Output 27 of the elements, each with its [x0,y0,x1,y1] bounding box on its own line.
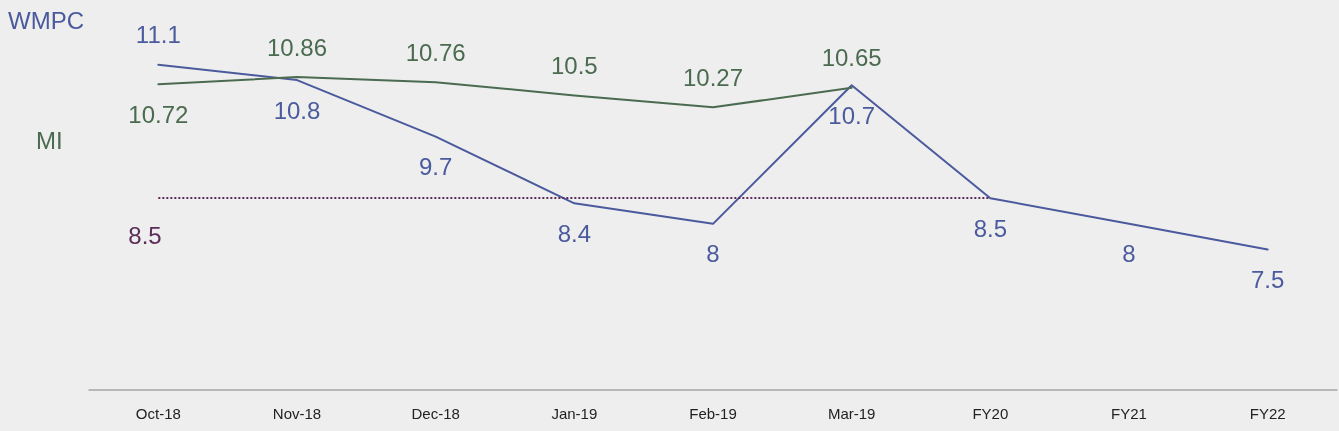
data-label: 10.65 [821,44,882,72]
data-label: 9.7 [418,153,453,181]
data-label: 11.1 [135,21,181,49]
data-label: 10.8 [273,96,321,124]
data-label: 10.72 [128,100,189,128]
data-label: 10.27 [682,63,744,91]
text: MI [36,126,63,154]
ref-line-label: 8.5 [128,221,162,249]
data-label: 8.5 [973,214,1008,242]
x-tick-label: Feb-19 [689,405,737,422]
data-label: 8.4 [557,219,592,247]
data-label: 10.76 [405,38,466,66]
x-tick-label: Mar-19 [827,405,876,422]
x-tick-label: Jan-19 [551,405,598,422]
x-tick-label: Oct-18 [135,405,181,422]
text: WMPC [8,6,84,34]
x-tick-label: FY21 [1111,405,1147,422]
data-label: 10.86 [266,33,328,61]
data-label: 7.5 [1250,266,1285,294]
data-label: 10.5 [550,52,598,79]
x-tick-label: Dec-18 [411,405,460,422]
data-label: 10.7 [828,101,876,129]
x-tick-label: FY20 [972,405,1009,422]
x-tick-label: Nov-18 [272,405,322,422]
data-label: 8 [1122,240,1136,268]
data-label: 8 [706,240,720,268]
x-tick-label: FY22 [1249,405,1286,422]
